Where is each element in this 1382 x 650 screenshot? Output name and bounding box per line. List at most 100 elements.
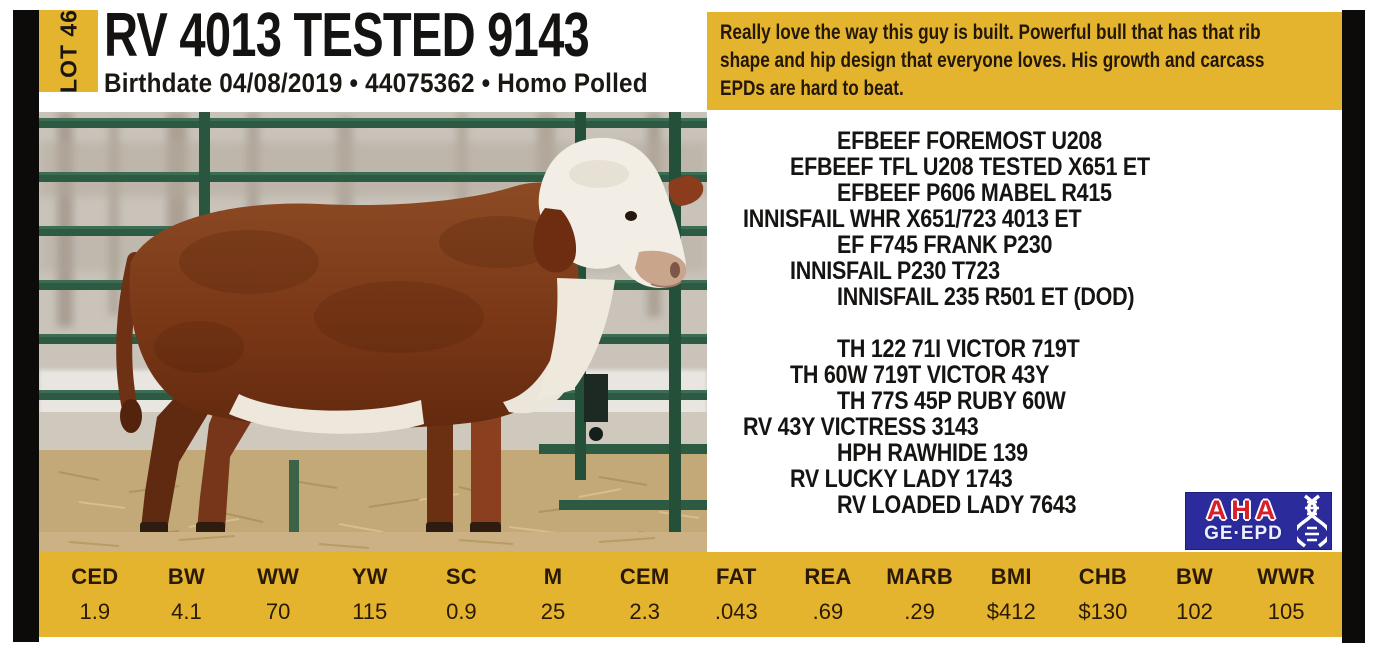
epd-header: BMI	[990, 564, 1032, 589]
epd-header: BW	[1175, 564, 1214, 589]
epd-header: REA	[804, 564, 852, 589]
epd-column: BW 102	[1149, 552, 1241, 637]
page-title: RV 4013 TESTED 9143	[104, 1, 590, 70]
sale-comment-line: Really love the way this guy is built. P…	[720, 21, 1261, 44]
epd-header: CHB	[1078, 564, 1127, 589]
ancestor-name: TH 122 71I VICTOR 719T	[837, 335, 1080, 363]
aha-ge-epd-logo: AHA GE·EPD	[1185, 492, 1332, 550]
dam-pedigree-group: TH 122 71I VICTOR 719T TH 60W 719T VICTO…	[707, 336, 1342, 518]
gate-post-low	[289, 460, 299, 540]
pedigree-line: TH 122 71I VICTOR 719T	[707, 336, 1342, 362]
epd-header: CEM	[619, 564, 670, 589]
bull-front-leg-far	[427, 392, 453, 530]
bull-fur-shading	[154, 216, 559, 373]
sale-comment-line: EPDs are hard to beat.	[720, 77, 904, 100]
epd-header: SC	[445, 564, 477, 589]
ancestor-name: EFBEEF P606 MABEL R415	[837, 179, 1112, 207]
epd-column: YW 115	[324, 552, 416, 637]
bull-nostril	[670, 262, 680, 278]
bull-ear-near	[533, 208, 577, 273]
pedigree-line: HPH RAWHIDE 139	[707, 440, 1342, 466]
bull-ear-far	[668, 175, 704, 206]
pedigree-line: EFBEEF FOREMOST U208	[707, 128, 1342, 154]
birthdate-registration-line: Birthdate 04/08/2019 • 44075362 • Homo P…	[104, 68, 648, 98]
bull-eye	[625, 211, 637, 221]
pedigree-line: RV LOADED LADY 7643	[707, 492, 1342, 518]
epd-value: 0.9	[446, 599, 477, 624]
ge-epd-text: GE·EPD	[1204, 523, 1283, 544]
pedigree-line: RV LUCKY LADY 1743	[707, 466, 1342, 492]
epd-table: CED 1.9 BW 4.1 WW 70 YW 115 SC 0.9	[39, 552, 1342, 637]
bull-mouth-line	[650, 281, 682, 288]
epd-value: $130	[1078, 599, 1128, 624]
header-block: RV 4013 TESTED 9143 Birthdate 04/08/2019…	[104, 1, 704, 110]
sale-comment-line: shape and hip design that everyone loves…	[720, 49, 1265, 72]
epd-value: .29	[904, 599, 935, 624]
pedigree-panel: EFBEEF FOREMOST U208 EFBEEF TFL U208 TES…	[707, 112, 1342, 552]
epd-value: 105	[1267, 599, 1305, 624]
epd-header: CED	[71, 564, 119, 589]
ancestor-name: RV LUCKY LADY 1743	[790, 465, 1013, 493]
ancestor-name: RV 43Y VICTRESS 3143	[743, 413, 979, 441]
pedigree-line: INNISFAIL P230 T723	[707, 258, 1342, 284]
bull-photo	[39, 112, 707, 552]
bull-tail-switch	[120, 399, 142, 433]
ancestor-name: EFBEEF FOREMOST U208	[837, 127, 1102, 155]
epd-header: M	[543, 564, 563, 589]
bull-rear-leg-far	[141, 382, 209, 530]
epd-value: 4.1	[171, 599, 202, 624]
pedigree-line: INNISFAIL 235 R501 ET (DOD)	[707, 284, 1342, 310]
right-frame-bar	[1342, 10, 1365, 643]
epd-header: YW	[351, 564, 388, 589]
pedigree-line: TH 77S 45P RUBY 60W	[707, 388, 1342, 414]
dna-helix-icon	[1297, 494, 1327, 548]
epd-column: FAT .043	[690, 552, 782, 637]
epd-header: FAT	[716, 564, 757, 589]
foreground-straw	[39, 532, 707, 552]
ancestor-name: INNISFAIL 235 R501 ET (DOD)	[837, 283, 1135, 311]
gate-post-right	[669, 112, 681, 544]
epd-column: BW 4.1	[141, 552, 233, 637]
left-frame-bar	[13, 10, 39, 642]
bull-dewlap-white	[537, 278, 615, 400]
ancestor-name: EF F745 FRANK P230	[837, 231, 1053, 259]
pedigree-line: EF F745 FRANK P230	[707, 232, 1342, 258]
epd-value: $412	[986, 599, 1036, 624]
epd-value: .043	[714, 599, 758, 624]
epd-value: 2.3	[629, 599, 660, 624]
epd-column: MARB .29	[874, 552, 966, 637]
ancestor-name: TH 60W 719T VICTOR 43Y	[790, 361, 1050, 389]
aha-logo-text: AHA GE·EPD	[1186, 495, 1297, 545]
ancestor-name: INNISFAIL P230 T723	[790, 257, 1000, 285]
pedigree-line: TH 60W 719T VICTOR 43Y	[707, 362, 1342, 388]
epd-column: REA .69	[782, 552, 874, 637]
epd-column: WW 70	[232, 552, 324, 637]
epd-value: 102	[1176, 599, 1213, 624]
bull-body	[129, 182, 579, 429]
ancestor-name: HPH RAWHIDE 139	[837, 439, 1028, 467]
epd-column: CED 1.9	[49, 552, 141, 637]
epd-value: 70	[265, 599, 291, 624]
ancestor-name: RV LOADED LADY 7643	[837, 491, 1077, 519]
aha-text: AHA	[1206, 495, 1281, 525]
sale-comment-box: Really love the way this guy is built. P…	[707, 12, 1342, 110]
epd-value: 25	[540, 599, 566, 624]
ancestor-name: TH 77S 45P RUBY 60W	[837, 387, 1066, 415]
epd-column: BMI $412	[965, 552, 1057, 637]
ancestor-name: INNISFAIL WHR X651/723 4013 ET	[743, 205, 1082, 233]
lot-badge: LOT 46	[39, 9, 98, 93]
epd-column: WWR 105	[1240, 552, 1332, 637]
epd-value: .69	[812, 599, 844, 624]
bull-forehead-shade	[569, 160, 629, 188]
pedigree-line: EFBEEF TFL U208 TESTED X651 ET	[707, 154, 1342, 180]
pedigree-line: INNISFAIL WHR X651/723 4013 ET	[707, 206, 1342, 232]
epd-header: WW	[257, 564, 300, 589]
bull-front-leg-near	[471, 388, 501, 530]
pedigree-line: EFBEEF P606 MABEL R415	[707, 180, 1342, 206]
foreground-straw-texture	[68, 535, 656, 549]
ancestor-name: EFBEEF TFL U208 TESTED X651 ET	[790, 153, 1150, 181]
epd-column: M 25	[507, 552, 599, 637]
epd-value: 115	[352, 599, 388, 624]
bull-belly-white	[229, 394, 424, 434]
epd-column: CEM 2.3	[599, 552, 691, 637]
